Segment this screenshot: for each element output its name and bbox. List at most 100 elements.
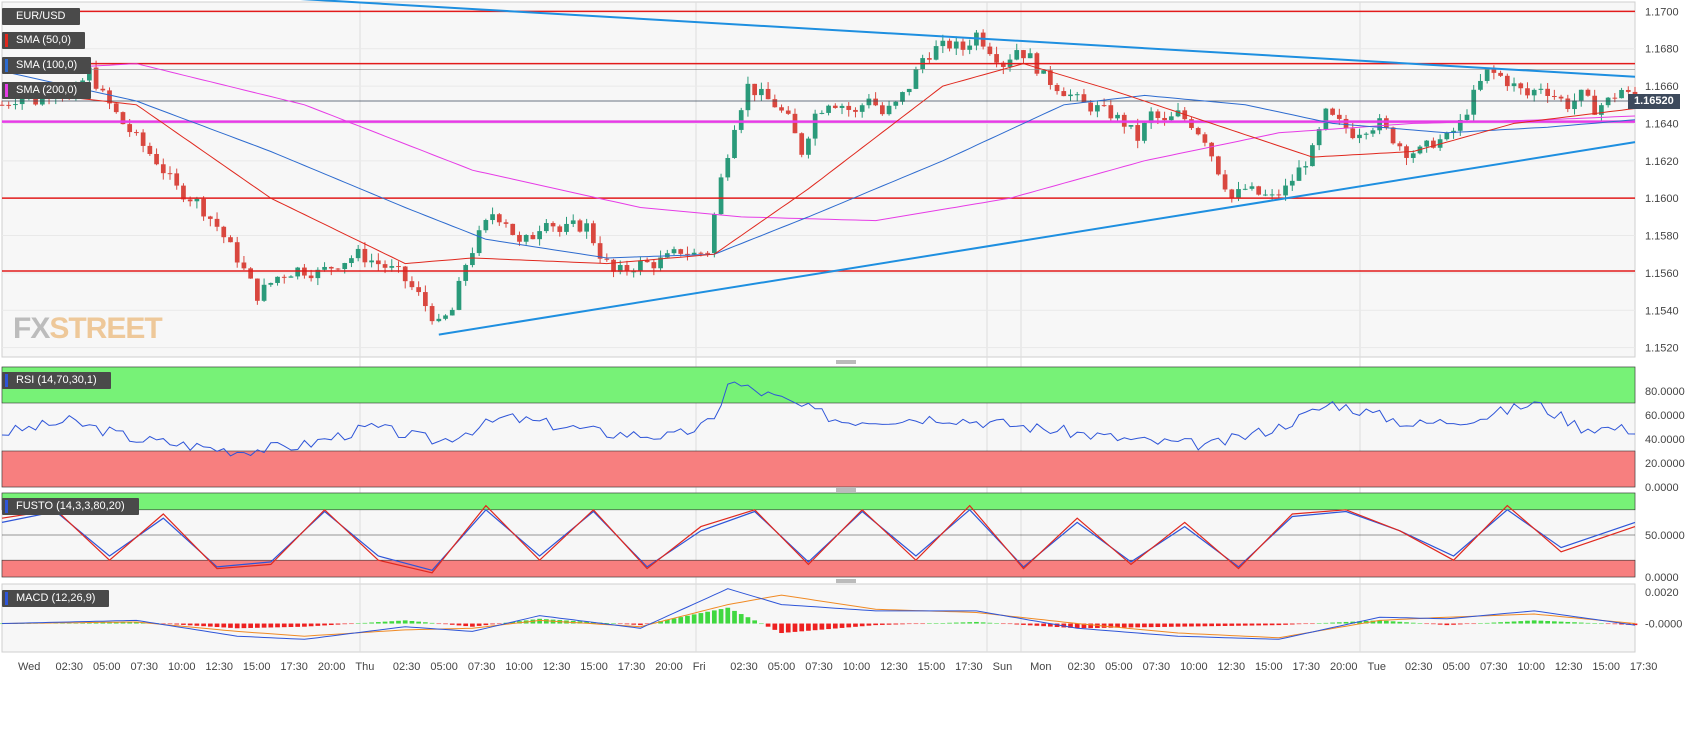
macd-histogram-bar xyxy=(402,620,408,624)
candle-body xyxy=(1357,134,1362,139)
candle-body xyxy=(322,266,327,270)
sma50-tag[interactable]: SMA (50,0) xyxy=(2,32,86,49)
candle-body xyxy=(1256,186,1262,195)
candle-body xyxy=(510,223,516,235)
candle-body xyxy=(752,83,758,96)
x-tick-label: 05:00 xyxy=(430,661,458,673)
macd-histogram-bar xyxy=(1612,623,1618,625)
candle-body xyxy=(826,105,831,113)
candle-body xyxy=(470,253,475,266)
x-tick-label: 20:00 xyxy=(318,661,346,673)
x-tick-label: 02:30 xyxy=(55,661,83,673)
x-tick-label: Tue xyxy=(1367,661,1386,673)
x-tick-label: 02:30 xyxy=(730,661,758,673)
candle-body xyxy=(1054,84,1060,92)
macd-histogram-bar xyxy=(1108,623,1114,628)
candle-body xyxy=(490,214,495,221)
macd-signal-line xyxy=(2,594,1636,639)
macd-histogram-bar xyxy=(207,623,213,627)
candle-body xyxy=(1000,62,1006,67)
macd-histogram-bar xyxy=(1128,623,1134,628)
candle-body xyxy=(765,88,771,100)
sma50-color xyxy=(5,34,8,47)
candle-body xyxy=(1168,116,1174,121)
candle-body xyxy=(906,88,912,93)
macd-histogram-bar xyxy=(1068,623,1073,628)
candle-body xyxy=(685,253,690,255)
candle-body xyxy=(1115,114,1120,119)
macd-histogram-bar xyxy=(1310,623,1315,625)
candle-body xyxy=(396,266,401,268)
macd-histogram-bar xyxy=(1538,620,1544,624)
macd-line xyxy=(1,588,1636,640)
candle-body xyxy=(577,220,583,232)
y-tick-label: 60.0000 xyxy=(1645,410,1685,422)
macd-histogram-bar xyxy=(1565,621,1571,624)
macd-histogram-bar xyxy=(100,622,106,624)
macd-histogram-bar xyxy=(543,619,549,624)
candle-body xyxy=(1263,194,1268,196)
x-tick-label: 17:30 xyxy=(280,661,308,673)
macd-histogram-bar xyxy=(328,623,334,626)
macd-histogram-bar xyxy=(443,623,448,625)
macd-histogram-bar xyxy=(819,623,825,630)
macd-tag[interactable]: MACD (12,26,9) xyxy=(2,590,110,607)
macd-histogram-bar xyxy=(1478,623,1483,624)
candle-body xyxy=(960,41,966,50)
candle-body xyxy=(1303,166,1309,168)
candle-body xyxy=(295,267,301,277)
candle-body xyxy=(886,105,892,115)
macd-histogram-bar xyxy=(1155,623,1161,628)
candle-body xyxy=(463,265,469,281)
macd-histogram-bar xyxy=(792,623,798,632)
macd-histogram-bar xyxy=(604,623,610,624)
x-tick-label: 05:00 xyxy=(768,661,796,673)
y-tick-label: 1.1620 xyxy=(1645,156,1679,168)
x-tick-label: 12:30 xyxy=(1555,661,1583,673)
candle-body xyxy=(799,133,805,155)
macd-histogram-bar xyxy=(806,623,811,631)
macd-histogram-bar xyxy=(1585,622,1591,624)
macd-histogram-bar xyxy=(1222,623,1228,626)
candle-body xyxy=(879,105,885,115)
candle-body xyxy=(1283,185,1288,196)
candle-body xyxy=(705,252,710,254)
macd-histogram-bar xyxy=(449,623,455,625)
candle-body xyxy=(779,107,784,111)
rsi-line xyxy=(1,381,1636,457)
candle-body xyxy=(718,177,724,215)
macd-histogram-bar xyxy=(1135,623,1141,628)
macd-histogram-bar xyxy=(1511,621,1517,624)
candle-body xyxy=(355,248,361,259)
macd-histogram-bar xyxy=(1162,623,1167,627)
macd-histogram-bar xyxy=(1189,623,1194,627)
candle-body xyxy=(1491,67,1497,73)
macd-histogram-bar xyxy=(1592,623,1598,624)
candle-body xyxy=(1518,83,1524,89)
candle-body xyxy=(281,276,287,278)
candle-body xyxy=(1471,89,1477,115)
macd-histogram-bar xyxy=(396,620,401,624)
fusto-tag[interactable]: FUSTO (14,3,3,80,20) xyxy=(2,498,139,515)
candle-body xyxy=(449,309,455,316)
candle-body xyxy=(1363,133,1369,135)
candle-body xyxy=(711,214,717,253)
macd-histogram-bar xyxy=(1545,621,1550,624)
macd-histogram-bar xyxy=(671,618,677,624)
rsi-tag[interactable]: RSI (14,70,30,1) xyxy=(2,372,111,389)
logo-fx: FX xyxy=(13,312,50,345)
macd-histogram-bar xyxy=(1424,623,1430,625)
macd-histogram-bar xyxy=(1323,622,1329,624)
sma200-tag[interactable]: SMA (200,0) xyxy=(2,82,92,99)
macd-histogram-bar xyxy=(1531,620,1537,624)
candle-body xyxy=(859,105,865,112)
candle-body xyxy=(1336,114,1342,119)
sma100-tag[interactable]: SMA (100,0) xyxy=(2,57,92,74)
macd-histogram-bar xyxy=(1061,623,1067,628)
y-tick-label: 1.1600 xyxy=(1645,193,1679,205)
macd-histogram-bar xyxy=(759,623,764,625)
macd-histogram-bar xyxy=(1451,623,1456,625)
x-tick-label: 15:00 xyxy=(243,661,271,673)
candle-body xyxy=(255,278,260,301)
